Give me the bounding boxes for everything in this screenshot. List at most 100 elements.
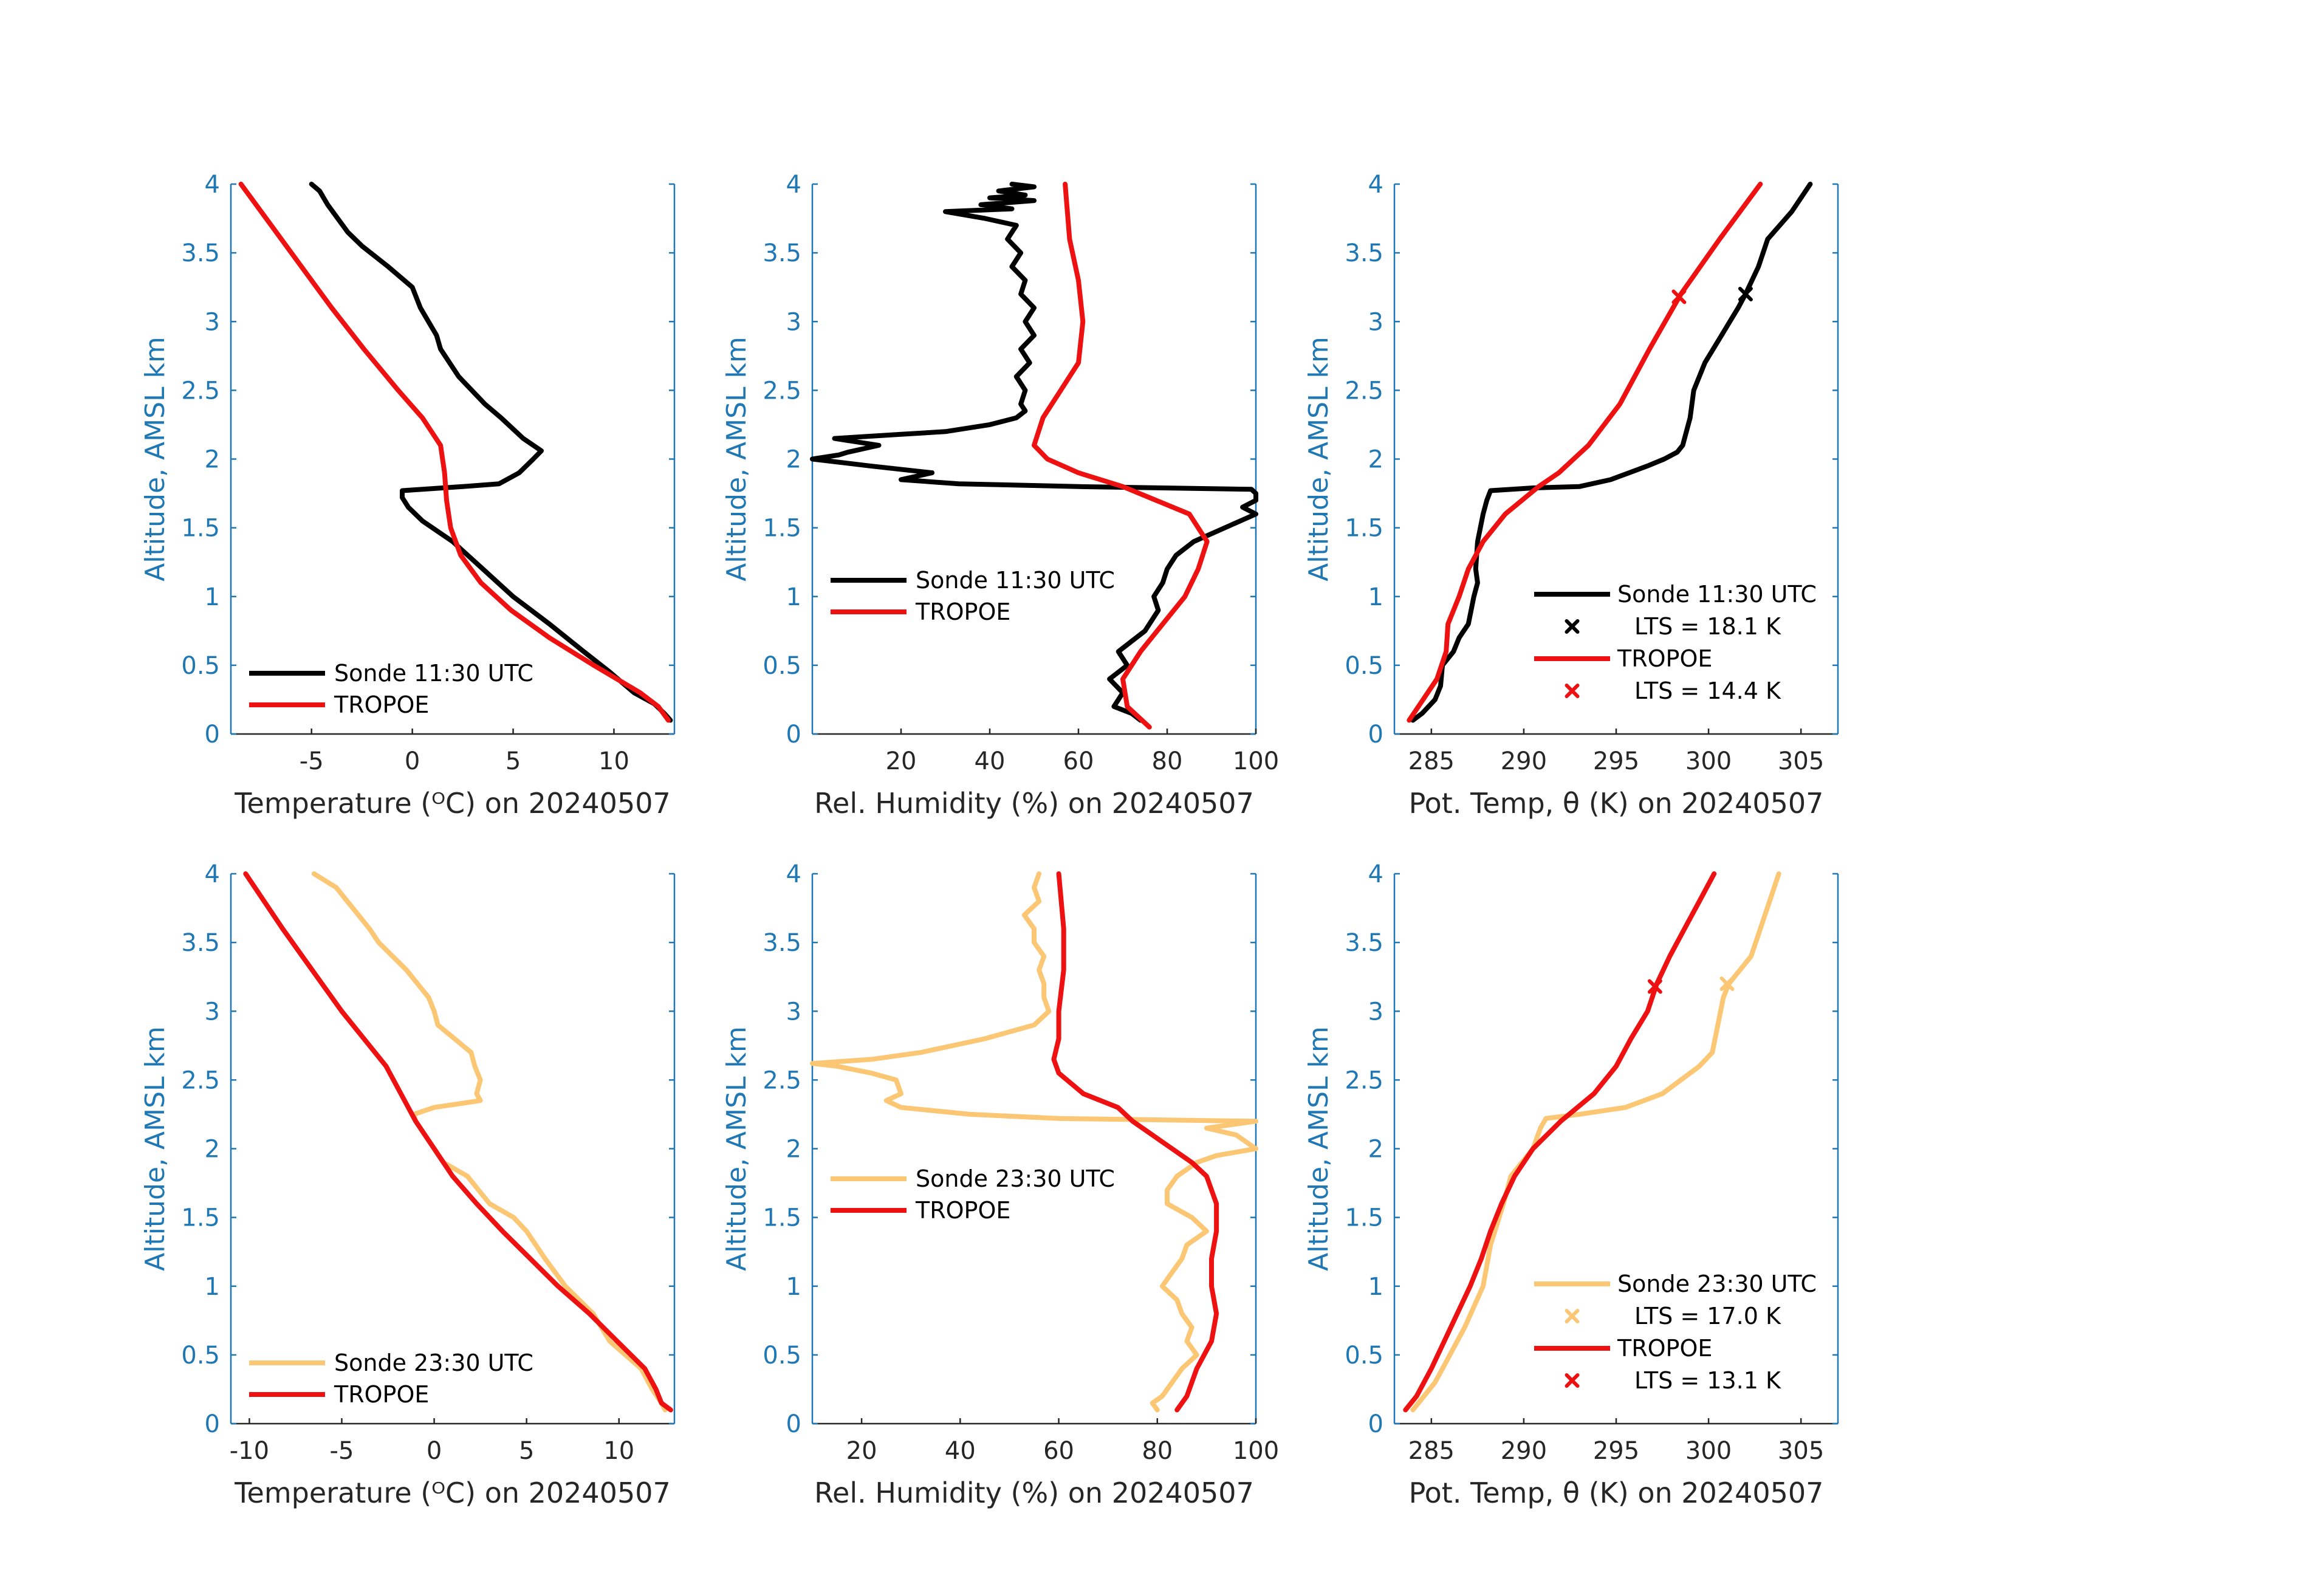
x-tick-label: 300 (1685, 747, 1732, 775)
y-axis-title: Altitude, AMSL km (1303, 1026, 1334, 1271)
y-tick-label: 1 (205, 1273, 220, 1301)
legend: Sonde 11:30 UTC TROPOE (831, 567, 1115, 625)
y-tick-label: 0 (786, 721, 801, 749)
lts-marker (1671, 289, 1687, 304)
y-tick-label: 3.5 (1345, 239, 1383, 267)
x-tick-label: 60 (1063, 747, 1094, 775)
lts-marker (1719, 976, 1735, 991)
y-tick-label: 1.5 (1345, 1204, 1383, 1232)
x-tick-label: -5 (330, 1437, 354, 1465)
legend-label: LTS = 18.1 K (1634, 613, 1781, 640)
legend: Sonde 23:30 UTC LTS = 17.0 K TROPOE LTS = 1… (1534, 1271, 1817, 1394)
legend: Sonde 23:30 UTC TROPOE (249, 1350, 533, 1408)
x-tick-label: 5 (519, 1437, 534, 1465)
y-tick-label: 4 (205, 860, 220, 888)
y-tick-label: 0.5 (1345, 1342, 1383, 1370)
y-axis-title: Altitude, AMSL km (140, 1026, 171, 1271)
x-tick-label: -10 (230, 1437, 269, 1465)
legend-label: LTS = 17.0 K (1634, 1303, 1781, 1329)
y-tick-label: 2.5 (1345, 377, 1383, 405)
chart-panel-temp-pm: 0 0.5 1 1.5 2 2.5 3 3.5 4 -10 -5 0 5 10 Temperature (ᴼ… (140, 860, 676, 1509)
y-tick-label: 1.5 (181, 1204, 220, 1232)
legend-marker (1565, 619, 1580, 634)
y-tick-label: 3.5 (763, 239, 801, 267)
y-tick-label: 2 (1368, 446, 1383, 474)
legend: Sonde 11:30 UTC LTS = 18.1 K TROPOE LTS = 1… (1534, 581, 1817, 704)
y-tick-label: 1 (1368, 1273, 1383, 1301)
series-line-tropoe (1403, 871, 1717, 1413)
y-tick-label: 1.5 (763, 1204, 801, 1232)
y-tick-label: 4 (1368, 860, 1383, 888)
y-tick-label: 4 (1368, 171, 1383, 199)
legend: Sonde 11:30 UTC TROPOE (249, 660, 533, 718)
y-tick-label: 2 (205, 446, 220, 474)
x-tick-label: 60 (1043, 1437, 1074, 1465)
x-axis-title: Pot. Temp, θ (K) on 20240507 (1409, 787, 1824, 820)
x-tick-label: 80 (1142, 1437, 1173, 1465)
x-tick-label: 300 (1685, 1437, 1732, 1465)
x-tick-label: 40 (975, 747, 1006, 775)
x-tick-label: 305 (1778, 747, 1824, 775)
y-tick-label: 0 (1368, 1410, 1383, 1438)
x-tick-label: 10 (603, 1437, 634, 1465)
series-line-sonde-23-30-utc (810, 871, 1258, 1413)
x-tick-label: 100 (1233, 747, 1279, 775)
y-axis-title: Altitude, AMSL km (140, 337, 171, 581)
x-axis-title: Pot. Temp, θ (K) on 20240507 (1409, 1477, 1824, 1509)
y-tick-label: 3.5 (181, 929, 220, 957)
chart-panel-theta-am: 0 0.5 1 1.5 2 2.5 3 3.5 4 285 290 295 300 305 Pot. Tem… (1303, 171, 1839, 820)
chart-panel-temp-am: 0 0.5 1 1.5 2 2.5 3 3.5 4 -5 0 5 10 Temperature (ᴼC) … (140, 171, 676, 820)
y-tick-label: 2.5 (763, 1066, 801, 1094)
legend-label: LTS = 14.4 K (1634, 677, 1781, 704)
series-line-sonde-11-30-utc (1410, 182, 1813, 723)
y-tick-label: 1.5 (763, 515, 801, 543)
y-tick-label: 1 (786, 583, 801, 611)
series-line-tropoe (243, 871, 673, 1413)
y-tick-label: 3.5 (763, 929, 801, 957)
x-tick-label: -5 (300, 747, 324, 775)
x-tick-label: 10 (598, 747, 629, 775)
y-tick-label: 3.5 (181, 239, 220, 267)
y-axis-title: Altitude, AMSL km (1303, 337, 1334, 581)
y-tick-label: 2.5 (763, 377, 801, 405)
x-axis-title: Rel. Humidity (%) on 20240507 (814, 1477, 1254, 1509)
x-tick-label: 5 (506, 747, 521, 775)
y-tick-label: 4 (786, 860, 801, 888)
y-tick-label: 1 (1368, 583, 1383, 611)
y-tick-label: 3 (786, 998, 801, 1026)
y-tick-label: 0 (1368, 721, 1383, 749)
x-tick-label: 20 (886, 747, 917, 775)
y-tick-label: 0 (786, 1410, 801, 1438)
y-tick-label: 4 (205, 171, 220, 199)
series-line-tropoe (1407, 182, 1763, 723)
x-tick-label: 295 (1593, 747, 1639, 775)
y-tick-label: 3 (1368, 998, 1383, 1026)
x-tick-label: 285 (1408, 1437, 1455, 1465)
legend-label: TROPOE (334, 691, 429, 718)
series-line-tropoe (238, 182, 671, 723)
legend-marker (1565, 1309, 1580, 1323)
y-tick-label: 1 (786, 1273, 801, 1301)
x-tick-label: 295 (1593, 1437, 1639, 1465)
y-tick-label: 2.5 (181, 1066, 220, 1094)
legend-label: Sonde 11:30 UTC (1617, 581, 1817, 608)
x-tick-label: 290 (1501, 747, 1547, 775)
chart-panel-rh-pm: 0 0.5 1 1.5 2 2.5 3 3.5 4 20 40 60 80 100 Rel. Humidit… (721, 860, 1279, 1509)
x-tick-label: 290 (1501, 1437, 1547, 1465)
legend: Sonde 23:30 UTC TROPOE (831, 1165, 1115, 1224)
y-tick-label: 3 (1368, 308, 1383, 336)
legend-label: LTS = 13.1 K (1634, 1367, 1781, 1394)
y-tick-label: 3.5 (1345, 929, 1383, 957)
y-tick-label: 3 (205, 308, 220, 336)
legend-label: TROPOE (1617, 1335, 1712, 1362)
x-tick-label: 0 (427, 1437, 442, 1465)
x-tick-label: 20 (846, 1437, 877, 1465)
series-line-sonde-11-30-utc (309, 182, 673, 723)
series-line-tropoe (1032, 182, 1210, 730)
y-tick-label: 2 (205, 1136, 220, 1164)
y-axis-title: Altitude, AMSL km (721, 337, 752, 581)
y-tick-label: 4 (786, 171, 801, 199)
legend-label: TROPOE (1617, 645, 1712, 672)
legend-label: Sonde 11:30 UTC (334, 660, 533, 687)
